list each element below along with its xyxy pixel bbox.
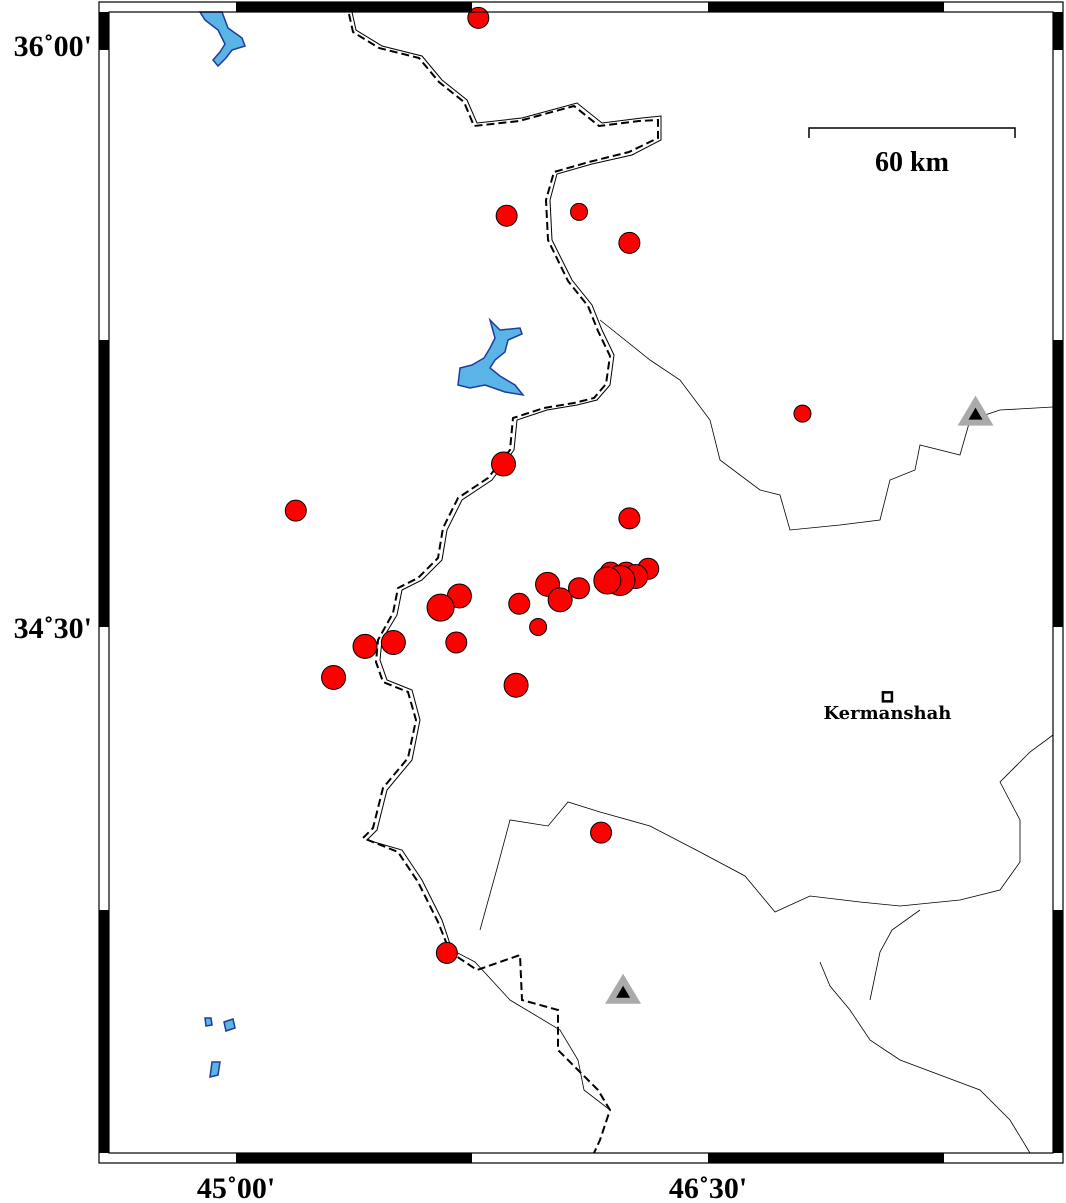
frame-segment — [708, 2, 944, 12]
earthquake-events — [284, 6, 812, 964]
earthquake-event — [503, 672, 529, 698]
earthquake-event — [570, 202, 589, 221]
lake — [204, 1017, 213, 1027]
province-border — [819, 961, 1031, 1154]
city-square-icon — [881, 691, 894, 703]
frame-segment — [1053, 12, 1063, 50]
frame-segment — [236, 1153, 472, 1163]
lake — [457, 317, 525, 397]
border-line — [451, 949, 611, 1111]
volcano-icon — [968, 407, 983, 420]
lake — [198, 11, 246, 68]
earthquake-event — [593, 566, 622, 595]
earthquake-event — [618, 507, 641, 530]
earthquake-event — [490, 451, 516, 477]
x-tick-label: 45˚00' — [197, 1172, 275, 1203]
frame-segment — [99, 340, 109, 627]
earthquake-event — [618, 231, 641, 254]
earthquake-event — [321, 664, 347, 690]
scale-bar-line — [808, 127, 1016, 138]
earthquake-event — [352, 633, 378, 659]
lake — [223, 1018, 236, 1032]
earthquake-event — [284, 499, 307, 522]
city-marker: Kermanshah — [823, 691, 951, 724]
volcano-icon — [616, 985, 631, 998]
y-tick-label: 36˚00' — [14, 30, 92, 63]
y-tick-label: 34˚30' — [14, 612, 92, 645]
border-line — [599, 319, 1054, 531]
scale-bar: 60 km — [808, 127, 1016, 178]
axis-labels: 45˚00' 46˚30' 36˚00' 34˚30' — [14, 30, 748, 1203]
earthquake-event — [793, 404, 812, 423]
international-border — [351, 11, 662, 951]
x-tick-label: 46˚30' — [669, 1172, 747, 1203]
earthquake-event — [426, 593, 455, 622]
earthquake-event — [568, 577, 591, 600]
earthquake-event — [547, 587, 573, 613]
scale-bar-label: 60 km — [875, 147, 949, 178]
frame-segment — [1053, 910, 1063, 1153]
frame-segment — [99, 910, 109, 1153]
province-border — [479, 734, 1054, 931]
lake — [209, 1061, 221, 1078]
earthquake-event — [445, 631, 468, 654]
earthquake-event — [495, 204, 518, 227]
province-border — [869, 909, 921, 1001]
earthquake-event — [508, 592, 531, 615]
volcanoes — [605, 395, 994, 1004]
earthquake-event — [529, 618, 548, 636]
earthquake-event — [435, 941, 458, 964]
map-frame — [98, 1, 1064, 1164]
frame-segment — [1053, 340, 1063, 627]
borders — [348, 11, 1054, 1154]
frame-segment — [236, 2, 472, 12]
frame-segment — [708, 1153, 944, 1163]
earthquake-event — [590, 821, 613, 844]
city-label: Kermanshah — [823, 703, 951, 724]
frame-segment — [99, 12, 109, 50]
lakes — [198, 11, 525, 1078]
earthquake-event — [380, 630, 406, 656]
